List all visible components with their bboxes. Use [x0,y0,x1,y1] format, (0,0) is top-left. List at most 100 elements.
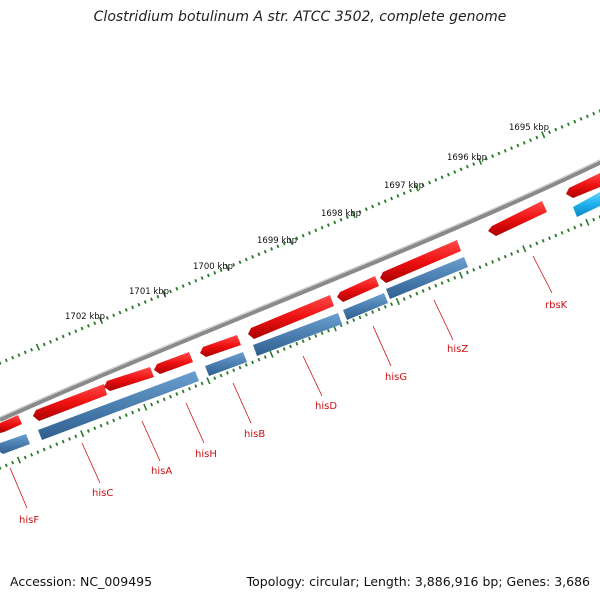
major-tick [414,184,419,192]
minor-tick [554,127,558,132]
gene-label-hisc: hisC [92,488,113,499]
minor-tick [162,397,166,402]
minor-tick [295,236,299,241]
minor-tick [263,355,267,359]
minor-tick [49,445,52,449]
gene-arrow-forward [248,295,334,339]
minor-tick [320,225,324,230]
minor-tick [194,384,198,388]
minor-tick [522,141,526,145]
minor-tick [326,328,330,333]
minor-tick [478,265,482,270]
minor-tick [169,394,172,399]
minor-tick [541,238,545,243]
reverse-strand-genes [0,192,600,454]
minor-tick [503,148,507,153]
minor-tick [276,349,280,354]
gene-label-hisf: hisF [19,515,39,526]
minor-tick [36,450,40,454]
minor-tick [55,442,59,447]
minor-tick [206,273,210,278]
minor-tick [93,426,97,431]
minor-tick [434,283,438,288]
minor-tick [232,263,236,267]
minor-tick [219,268,223,272]
minor-tick [345,320,349,325]
minor-tick [194,278,198,283]
minor-tick [510,252,514,256]
minor-tick [23,350,27,355]
leader-line [232,382,252,424]
minor-tick [440,175,444,180]
minor-tick [314,334,318,338]
minor-tick [390,196,394,201]
minor-tick [143,300,147,304]
minor-tick [585,114,589,119]
minor-tick [548,130,551,135]
gene-arrow-forward [104,367,154,391]
minor-tick [238,365,242,370]
minor-tick [118,415,122,420]
minor-tick [371,310,375,314]
scale-label: 1699 kbp [257,236,297,246]
minor-tick [282,241,286,246]
gene-arrow-reverse [205,352,247,376]
gene-arrow-reverse [343,293,388,320]
scale-label: 1701 kbp [129,287,169,297]
minor-tick [200,276,204,280]
gene-arrow-reverse [253,313,342,356]
minor-tick [4,358,8,363]
minor-tick [257,357,261,362]
gene-arrow-forward [337,276,379,302]
minor-tick [592,217,596,222]
minor-tick [289,344,292,349]
gene-label-hisa: hisA [151,466,172,477]
minor-tick [124,308,128,312]
minor-tick [535,241,539,246]
minor-tick [137,408,141,412]
minor-tick [333,220,337,225]
major-tick [35,343,41,351]
minor-tick [61,439,65,444]
gene-arrow-forward [488,201,547,236]
minor-tick [484,156,488,161]
minor-tick [74,434,78,439]
minor-tick [421,183,425,188]
minor-tick [30,347,34,352]
minor-tick [465,164,469,169]
minor-tick [244,257,248,262]
major-tick [477,157,483,165]
gene-arrow-reverse [0,434,30,454]
minor-tick [124,413,128,417]
minor-tick [213,270,217,275]
minor-tick [213,376,217,380]
minor-tick [225,371,229,375]
minor-tick [282,347,286,351]
minor-tick [377,307,381,312]
gene-arrow-forward [33,384,107,421]
minor-tick [566,122,570,127]
minor-tick [181,284,185,288]
minor-tick [99,423,103,428]
minor-tick [548,236,551,240]
minor-tick [358,209,362,214]
leader-line [81,442,101,484]
gene-labels: rbsK hisZ hisG hisD hisB hisH hisA hisC … [19,300,568,526]
gene-label-hisg: hisG [385,372,407,383]
minor-tick [453,275,457,280]
minor-tick [440,281,444,285]
forward-strand-genes [0,173,600,433]
gene-arrow-reverse-alt [573,192,600,217]
minor-tick [232,368,236,373]
minor-tick [61,334,65,339]
minor-tick [30,452,34,457]
minor-tick [516,143,520,148]
minor-tick [421,289,425,293]
minor-tick [472,268,476,272]
minor-tick [0,466,2,470]
minor-tick [156,400,160,404]
minor-tick [23,455,27,460]
minor-tick [503,254,507,259]
major-tick [225,263,230,272]
